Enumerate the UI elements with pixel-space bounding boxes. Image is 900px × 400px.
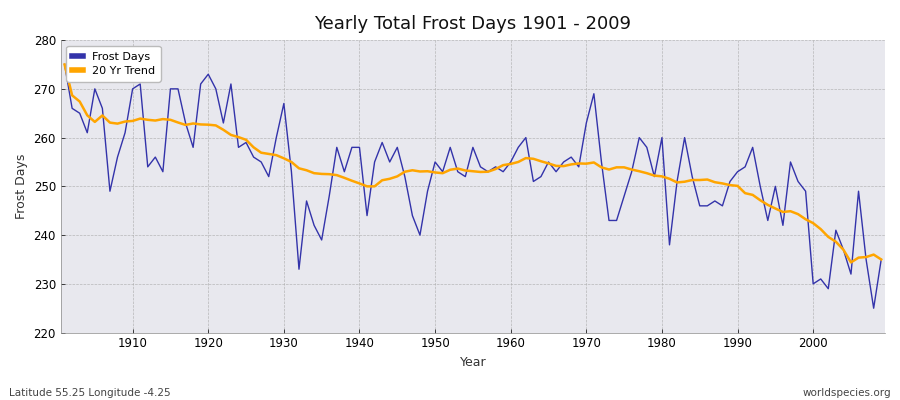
Frost Days [876,257,886,262]
20 Yr Trend [498,163,508,168]
20 Yr Trend [505,162,516,166]
Frost Days [498,169,508,174]
20 Yr Trend [846,260,857,265]
Frost Days [331,145,342,150]
Frost Days [59,62,70,67]
Frost Days [120,130,130,135]
Line: 20 Yr Trend: 20 Yr Trend [65,64,881,262]
20 Yr Trend [59,62,70,67]
Text: worldspecies.org: worldspecies.org [803,388,891,398]
Frost Days [868,306,879,311]
Frost Days [286,169,297,174]
20 Yr Trend [120,119,130,124]
Title: Yearly Total Frost Days 1901 - 2009: Yearly Total Frost Days 1901 - 2009 [314,15,632,33]
Line: Frost Days: Frost Days [65,64,881,308]
20 Yr Trend [331,173,342,178]
Text: Latitude 55.25 Longitude -4.25: Latitude 55.25 Longitude -4.25 [9,388,171,398]
Frost Days [596,160,607,164]
X-axis label: Year: Year [460,356,486,369]
Y-axis label: Frost Days: Frost Days [15,154,28,219]
20 Yr Trend [596,165,607,170]
20 Yr Trend [876,257,886,262]
20 Yr Trend [286,160,297,164]
Frost Days [505,160,516,164]
Legend: Frost Days, 20 Yr Trend: Frost Days, 20 Yr Trend [67,46,160,82]
